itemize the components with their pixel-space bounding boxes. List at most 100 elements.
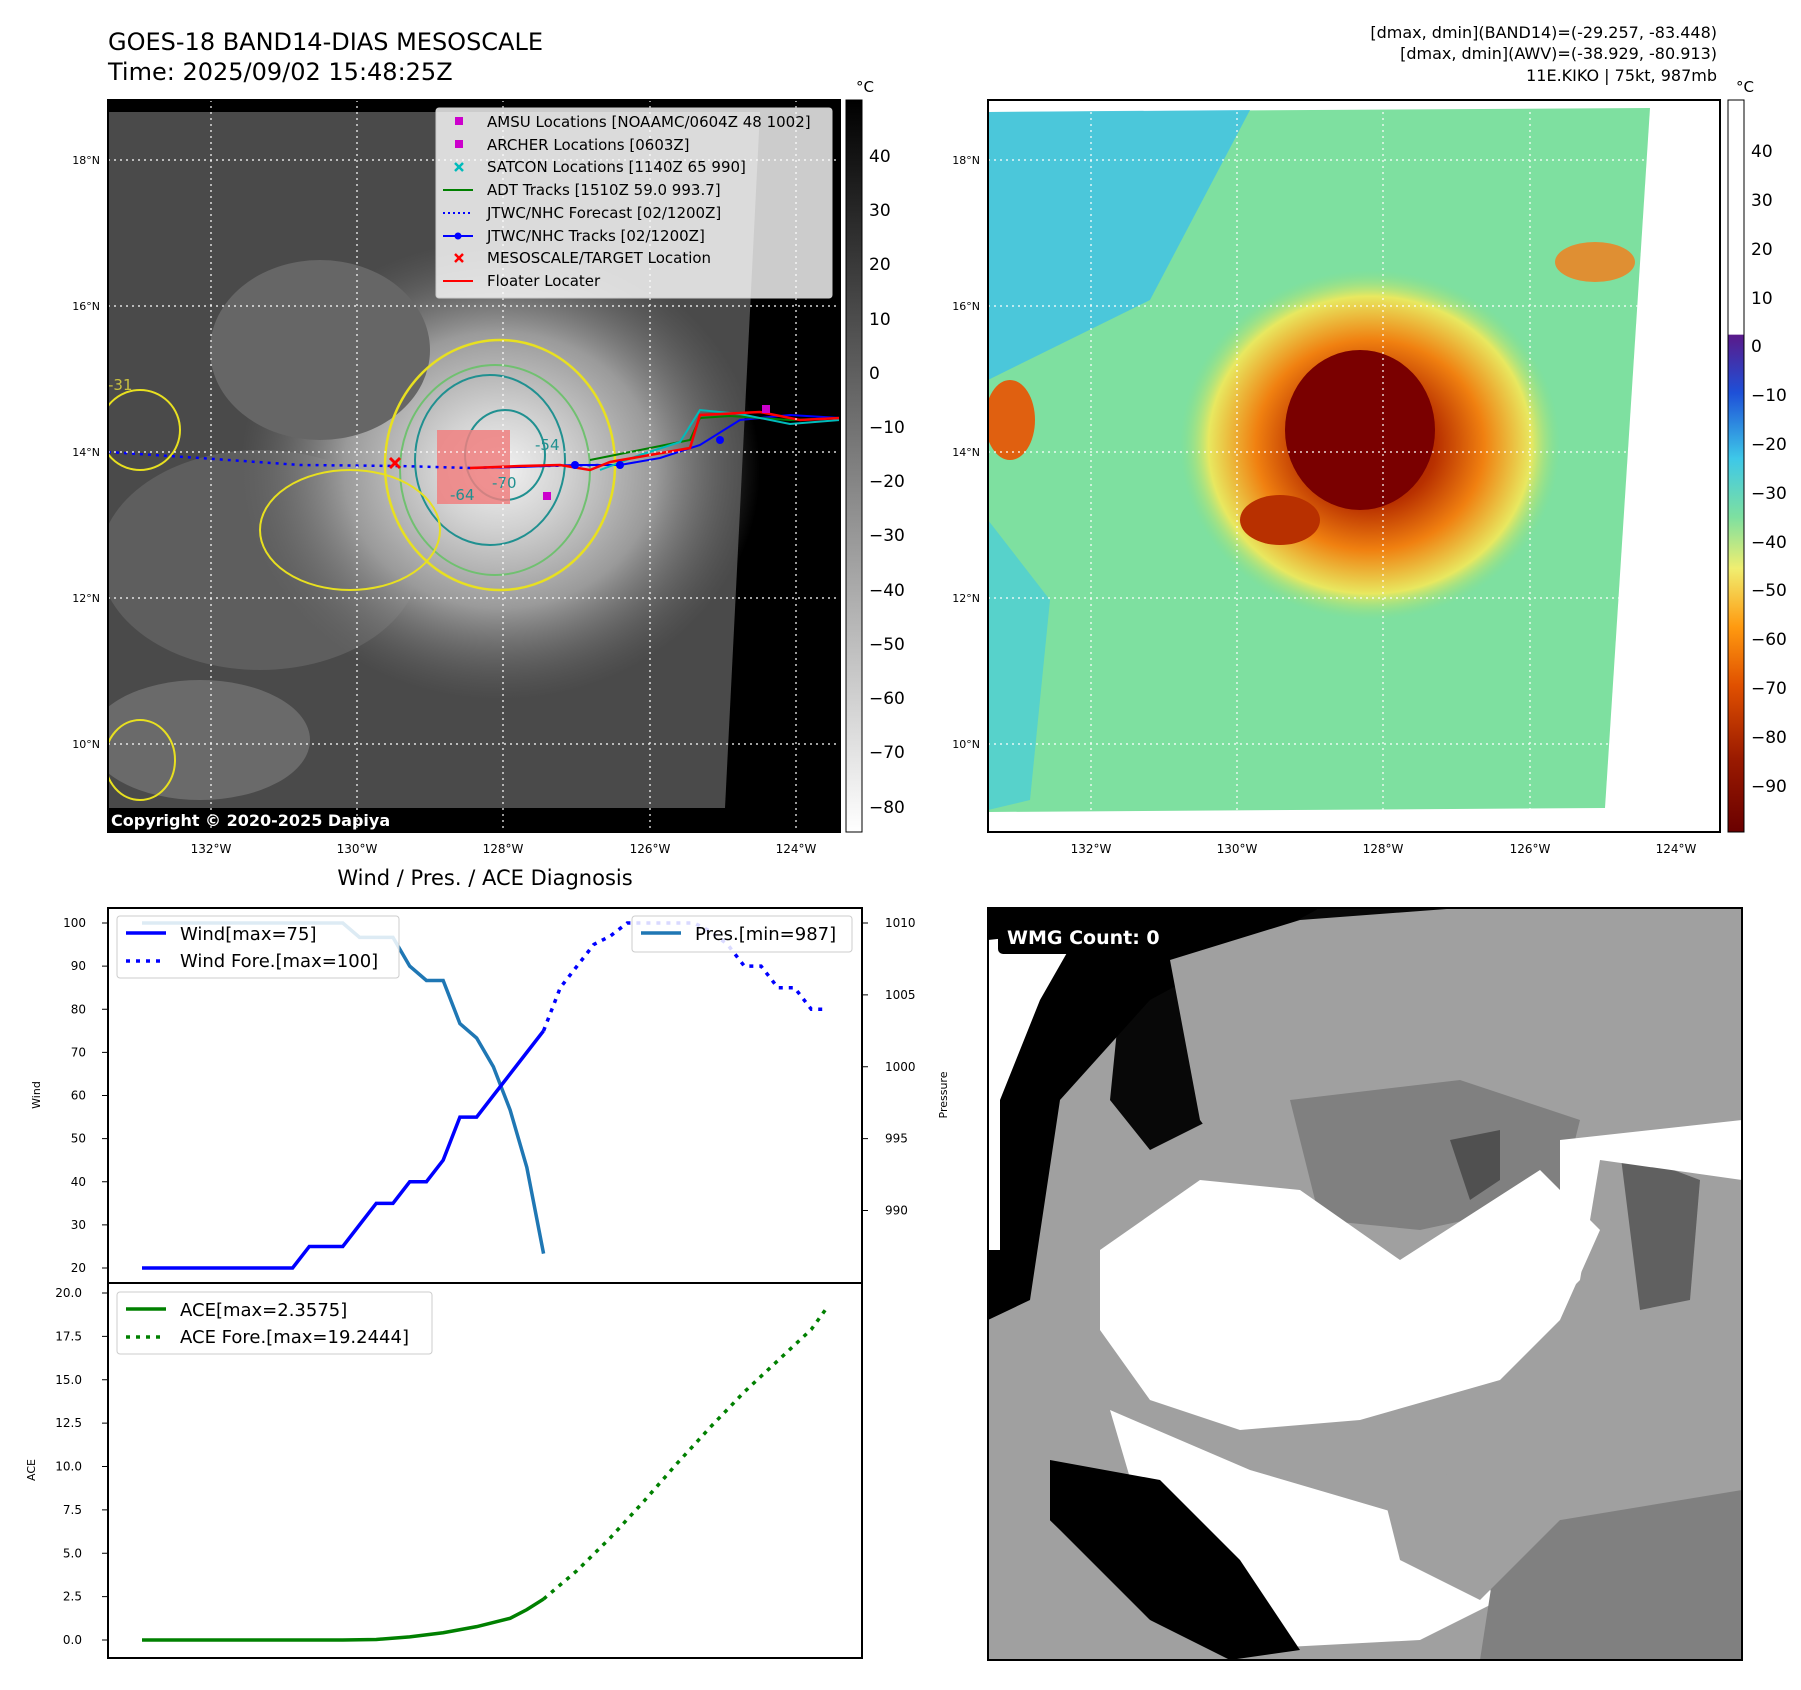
wind-y-tick: 20 <box>71 1261 86 1275</box>
svg-text:−80: −80 <box>869 798 905 818</box>
ir-colorbar: °C 40 30 20 10 0 −10 −20 −30 −40 −50 −60… <box>845 78 905 833</box>
wmg-count-badge <box>998 922 1180 954</box>
svg-text:124°W: 124°W <box>1656 842 1697 856</box>
contour-label-54: -54 <box>535 436 560 454</box>
contour-label-31: -31 <box>108 376 133 394</box>
ace-legend: ACE[max=2.3575] ACE Fore.[max=19.2444] <box>116 1291 433 1355</box>
svg-text:−10: −10 <box>869 418 905 438</box>
wind-y-ticks: 100 90 80 70 60 50 40 30 20 <box>63 916 108 1275</box>
ace-panel: 20.0 17.5 15.0 12.5 10.0 7.5 5.0 2.5 0.0 ACE ACE… <box>25 1282 863 1659</box>
pressure-y-tick: 1005 <box>885 988 916 1002</box>
legend-satcon: SATCON Locations [1140Z 65 990] <box>487 158 746 176</box>
map2-lat-labels: 18°N 16°N 14°N 12°N 10°N <box>952 154 980 751</box>
svg-text:30: 30 <box>1751 191 1773 211</box>
svg-text:40: 40 <box>869 147 891 167</box>
wind-forecast-line <box>541 921 828 1032</box>
svg-text:18°N: 18°N <box>952 154 980 167</box>
legend-nhc-tracks: JTWC/NHC Tracks [02/1200Z] <box>486 227 705 245</box>
svg-text:10°N: 10°N <box>952 738 980 751</box>
map1-lat-labels: 18°N 16°N 14°N 12°N 10°N <box>72 154 100 751</box>
map-legend: AMSU Locations [NOAAMC/0604Z 48 1002] AR… <box>435 107 833 299</box>
wind-axis-label: Wind <box>30 1081 43 1109</box>
svg-text:−40: −40 <box>1751 533 1787 553</box>
copyright: Copyright © 2020-2025 Dapiya <box>111 811 390 830</box>
svg-text:20: 20 <box>1751 240 1773 260</box>
contour-label-70: -70 <box>492 474 517 492</box>
svg-text:130°W: 130°W <box>1217 842 1258 856</box>
svg-text:−30: −30 <box>869 526 905 546</box>
pressure-y-ticks: 1010 1005 1000 995 990 <box>862 916 916 1218</box>
svg-text:40: 40 <box>1751 142 1773 162</box>
svg-text:−60: −60 <box>1751 630 1787 650</box>
svg-text:−60: −60 <box>869 689 905 709</box>
ace-y-tick: 20.0 <box>55 1286 82 1300</box>
svg-text:−10: −10 <box>1751 386 1787 406</box>
svg-text:10: 10 <box>869 310 891 330</box>
svg-text:0: 0 <box>869 364 880 384</box>
figure-time: Time: 2025/09/02 15:48:25Z <box>107 58 453 86</box>
ace-y-tick: 2.5 <box>63 1590 82 1604</box>
ace-y-ticks: 20.0 17.5 15.0 12.5 10.0 7.5 5.0 2.5 0.0 <box>55 1286 108 1647</box>
ace-series <box>142 1305 830 1642</box>
wv-colorbar-ticks: 40 30 20 10 0 −10 −20 −30 −40 −50 −60 −7… <box>1751 142 1787 797</box>
wv-colorbar: °C 40 30 20 10 0 −10 −20 −30 −40 −50 −60… <box>1727 78 1787 833</box>
ace-y-tick: 12.5 <box>55 1416 82 1430</box>
pressure-legend: Pres.[min=987] <box>631 915 853 953</box>
legend-amsu: AMSU Locations [NOAAMC/0604Z 48 1002] <box>487 113 811 131</box>
ace-line <box>142 1597 545 1642</box>
svg-text:−80: −80 <box>1751 728 1787 748</box>
svg-text:14°N: 14°N <box>952 446 980 459</box>
wv-map-panel: 18°N 16°N 14°N 12°N 10°N 132°W 130°W 128… <box>952 99 1721 856</box>
wind-y-tick: 100 <box>63 916 86 930</box>
wv-gridlines <box>988 100 1720 832</box>
legend-target: MESOSCALE/TARGET Location <box>487 249 711 267</box>
ace-y-tick: 15.0 <box>55 1373 82 1387</box>
svg-text:−30: −30 <box>1751 484 1787 504</box>
svg-text:130°W: 130°W <box>337 842 378 856</box>
svg-text:−40: −40 <box>869 581 905 601</box>
ace-y-tick: 7.5 <box>63 1503 82 1517</box>
svg-text:Pres.[min=987]: Pres.[min=987] <box>695 924 836 945</box>
wind-y-tick: 90 <box>71 959 86 973</box>
ir-map-panel: -54 -64 -70 -31 <box>72 99 841 856</box>
legend-adt: ADT Tracks [1510Z 59.0 993.7] <box>487 181 721 199</box>
map2-lon-labels: 132°W 130°W 128°W 126°W 124°W <box>1071 842 1697 856</box>
svg-text:128°W: 128°W <box>1363 842 1404 856</box>
legend-forecast: JTWC/NHC Forecast [02/1200Z] <box>486 204 721 222</box>
svg-text:16°N: 16°N <box>72 300 100 313</box>
svg-text:ACE Fore.[max=19.2444]: ACE Fore.[max=19.2444] <box>180 1327 409 1348</box>
svg-text:132°W: 132°W <box>191 842 232 856</box>
svg-text:126°W: 126°W <box>630 842 671 856</box>
svg-text:124°W: 124°W <box>776 842 817 856</box>
target-marker <box>388 456 402 470</box>
figure-title: GOES-18 BAND14-DIAS MESOSCALE <box>108 28 543 56</box>
wind-line <box>142 1029 545 1270</box>
svg-text:10: 10 <box>1751 289 1773 309</box>
pressure-y-tick: 1000 <box>885 1060 916 1074</box>
svg-text:−20: −20 <box>869 472 905 492</box>
svg-text:18°N: 18°N <box>72 154 100 167</box>
wind-pressure-panel: Wind / Pres. / ACE Diagnosis 100 90 80 70 60… <box>30 866 950 1284</box>
wind-y-tick: 50 <box>71 1132 86 1146</box>
svg-text:−70: −70 <box>1751 679 1787 699</box>
svg-text:−50: −50 <box>869 635 905 655</box>
wind-legend: Wind[max=75] Wind Fore.[max=100] <box>116 915 400 979</box>
legend-floater: Floater Locater <box>487 272 601 290</box>
wind-y-tick: 40 <box>71 1175 86 1189</box>
wind-y-tick: 80 <box>71 1002 86 1016</box>
svg-text:−90: −90 <box>1751 777 1787 797</box>
svg-text:°C: °C <box>856 78 874 96</box>
wmg-count-label: WMG Count: 0 <box>1007 927 1160 949</box>
svg-text:10°N: 10°N <box>72 738 100 751</box>
stat-awv: [dmax, dmin](AWV)=(-38.929, -80.913) <box>1400 44 1717 63</box>
svg-text:30: 30 <box>869 201 891 221</box>
wind-y-tick: 30 <box>71 1218 86 1232</box>
svg-text:12°N: 12°N <box>72 592 100 605</box>
map1-lon-labels: 132°W 130°W 128°W 126°W 124°W <box>191 842 817 856</box>
svg-text:20: 20 <box>869 255 891 275</box>
legend-archer: ARCHER Locations [0603Z] <box>487 136 690 154</box>
diagnosis-title: Wind / Pres. / ACE Diagnosis <box>337 866 632 890</box>
storm-info: 11E.KIKO | 75kt, 987mb <box>1526 66 1717 85</box>
svg-text:12°N: 12°N <box>952 592 980 605</box>
